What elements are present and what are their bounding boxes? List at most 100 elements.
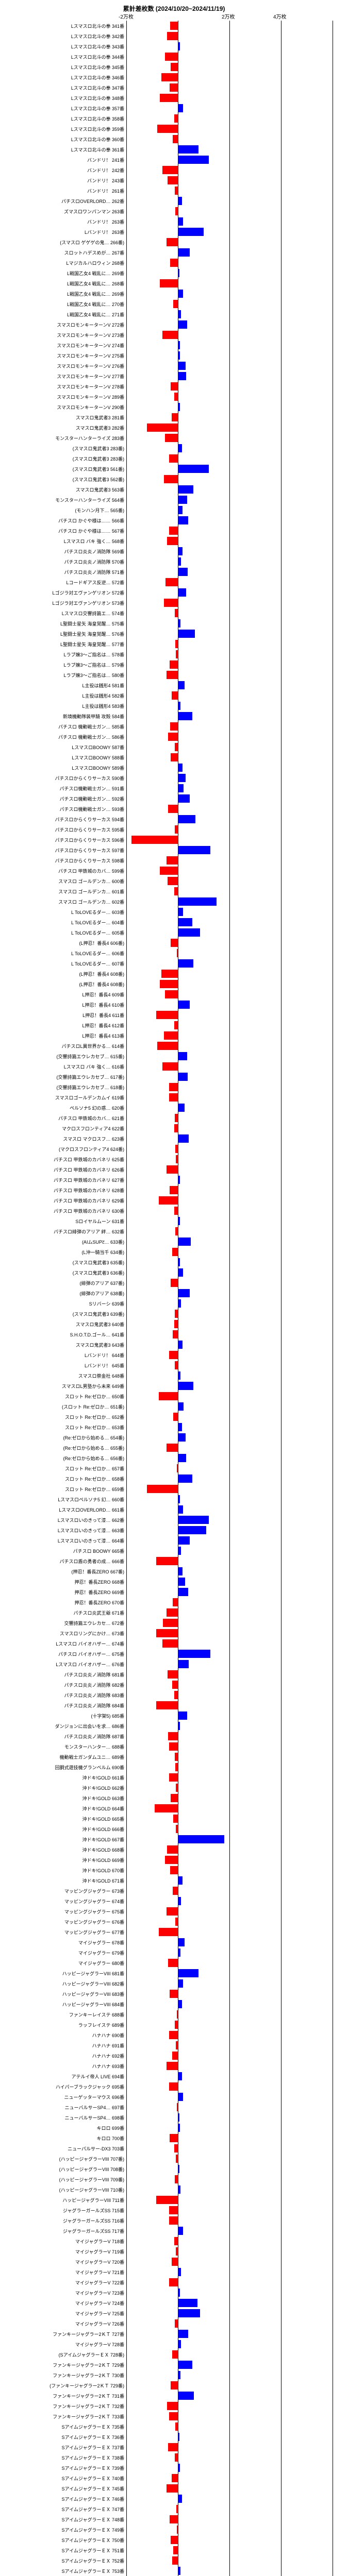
data-row: Sロイヤルムーン 631番: [0, 1216, 348, 1226]
data-row: Lスマスロ バキ 強く… 616番: [0, 1061, 348, 1072]
row-label: SアイムジャグラーＥＸ 740番: [0, 2475, 126, 2482]
row-label: スマスロ鬼武者3 640番: [0, 1321, 126, 1328]
row-label: スロット Re:ゼロか… 653番: [0, 1424, 126, 1431]
bar-area: [126, 1360, 333, 1370]
row-label: ハッピージャグラーVIII 711番: [0, 2197, 126, 2204]
data-row: 沖ドキ!GOLD 663番: [0, 1793, 348, 1803]
row-label: パチスロからくりサーカス 594番: [0, 816, 126, 823]
bar-area: [126, 907, 333, 917]
bar: [178, 1268, 183, 1277]
bar-area: [126, 1917, 333, 1927]
bar: [173, 1815, 178, 1823]
row-label: スマスロモンキーターンV 276番: [0, 363, 126, 369]
bar: [178, 1969, 198, 1977]
data-row: キロロ 699番: [0, 2123, 348, 2133]
bar-area: [126, 639, 333, 649]
bar: [178, 197, 182, 205]
data-row: マイジャグラー 680番: [0, 1958, 348, 1968]
data-row: (スマスロ鬼武者3 562番): [0, 474, 348, 484]
row-label: L戦国乙女4 戦乱に… 269番: [0, 270, 126, 277]
row-label: ファンキージャグラー2ＫＴ 730番: [0, 2372, 126, 2379]
bar-area: [126, 1927, 333, 1937]
bar: [175, 743, 178, 751]
data-row: Lスマスロ北斗の拳 357番: [0, 103, 348, 113]
bar-area: [126, 1370, 333, 1381]
data-row: Lラブ嬢3～ご指名は… 580番: [0, 670, 348, 680]
bar-area: [126, 1793, 333, 1803]
row-label: SアイムジャグラーＥＸ 736番: [0, 2434, 126, 2441]
bar-area: [126, 1700, 333, 1710]
bar-area: [126, 412, 333, 422]
bar-area: [126, 1855, 333, 1865]
bar-area: [126, 1680, 333, 1690]
data-row: ハッピージャグラーVIII 684番: [0, 1999, 348, 2009]
row-label: パチスロ 機動戦士ガン… 585番: [0, 723, 126, 730]
data-row: L押忍！番長4 609番: [0, 989, 348, 999]
bar-area: [126, 422, 333, 433]
data-row: Lスマスロ北斗の拳 341番: [0, 21, 348, 31]
bar: [178, 928, 200, 937]
row-label: パチスロL異世界かる… 614番: [0, 1043, 126, 1049]
data-row: ファンキージャグラー2ＫＴ 727番: [0, 2329, 348, 2339]
data-row: 沖ドキ!GOLD 670番: [0, 1865, 348, 1875]
bar-area: [126, 319, 333, 330]
bar-area: [126, 989, 333, 999]
bar-area: [126, 299, 333, 309]
row-label: マッピングジャグラー 673番: [0, 1888, 126, 1894]
data-row: SアイムジャグラーＥＸ 752番: [0, 2555, 348, 2566]
bar: [178, 2185, 180, 2194]
bar: [178, 846, 210, 854]
bar-area: [126, 103, 333, 113]
row-label: スマスロ祭金社 648番: [0, 1372, 126, 1379]
data-row: Lスマスロ交響詩篇エ… 574番: [0, 608, 348, 618]
data-row: マッピングジャグラー 673番: [0, 1886, 348, 1896]
bar: [170, 722, 178, 731]
row-label: ジャグラーガールズSS 716番: [0, 2217, 126, 2224]
bar-area: [126, 402, 333, 412]
row-label: Lスマスロ北斗の拳 342番: [0, 33, 126, 40]
row-label: Lスマスロ北斗の拳 361番: [0, 146, 126, 153]
bar-area: [126, 2277, 333, 2287]
bar: [178, 42, 180, 50]
row-label: スマスロモンキーターンV 275番: [0, 352, 126, 359]
bar: [176, 2155, 178, 2163]
bar: [156, 1629, 178, 1637]
data-row: (モンハン月下… 565番): [0, 505, 348, 515]
row-label: パチスロからくりサーカス 595番: [0, 826, 126, 833]
row-label: スマスロ ゴールデンカ… 602番: [0, 899, 126, 905]
bar: [178, 918, 192, 926]
data-row: パチスロ盾の勇者の成… 666番: [0, 1556, 348, 1566]
bar-area: [126, 680, 333, 690]
bar-area: [126, 1958, 333, 1968]
bar-area: [126, 227, 333, 237]
row-label: 沖ドキ!GOLD 670番: [0, 1867, 126, 1874]
bar: [172, 2556, 178, 2565]
bar: [160, 94, 178, 102]
bar-area: [126, 732, 333, 742]
data-row: Lスマスロいのきって漆… 664番: [0, 1535, 348, 1546]
bar-area: [126, 1350, 333, 1360]
data-row: L ToLOVEるダー… 605番: [0, 927, 348, 938]
bar-area: [126, 1340, 333, 1350]
bar: [172, 2474, 178, 2482]
data-row: 沖ドキ!GOLD 667番: [0, 1834, 348, 1844]
row-label: SアイムジャグラーＥＸ 735番: [0, 2424, 126, 2430]
bar-area: [126, 1030, 333, 1041]
data-row: L聖闘士星矢 海皇覚醒… 577番: [0, 639, 348, 649]
row-label: SアイムジャグラーＥＸ 751番: [0, 2547, 126, 2554]
row-label: (スマスロ鬼武者3 635番): [0, 1259, 126, 1266]
data-row: モンスターハンター… 688番: [0, 1741, 348, 1752]
row-label: (ファンキージャグラー2ＫＴ 729番): [0, 2382, 126, 2389]
bar: [161, 73, 178, 81]
bar-area: [126, 2483, 333, 2494]
bar: [165, 53, 178, 61]
data-row: パチスロからくりサーカス 595番: [0, 824, 348, 835]
bar: [175, 1361, 178, 1369]
row-label: SアイムジャグラーＥＸ 747番: [0, 2506, 126, 2513]
bar: [167, 671, 178, 679]
row-label: Lスマスロ北斗の拳 348番: [0, 95, 126, 101]
bar: [165, 578, 178, 586]
bar: [169, 1773, 178, 1782]
bar-area: [126, 2432, 333, 2442]
row-label: Lゴジラ対エヴァンゲリオン 572番: [0, 589, 126, 596]
